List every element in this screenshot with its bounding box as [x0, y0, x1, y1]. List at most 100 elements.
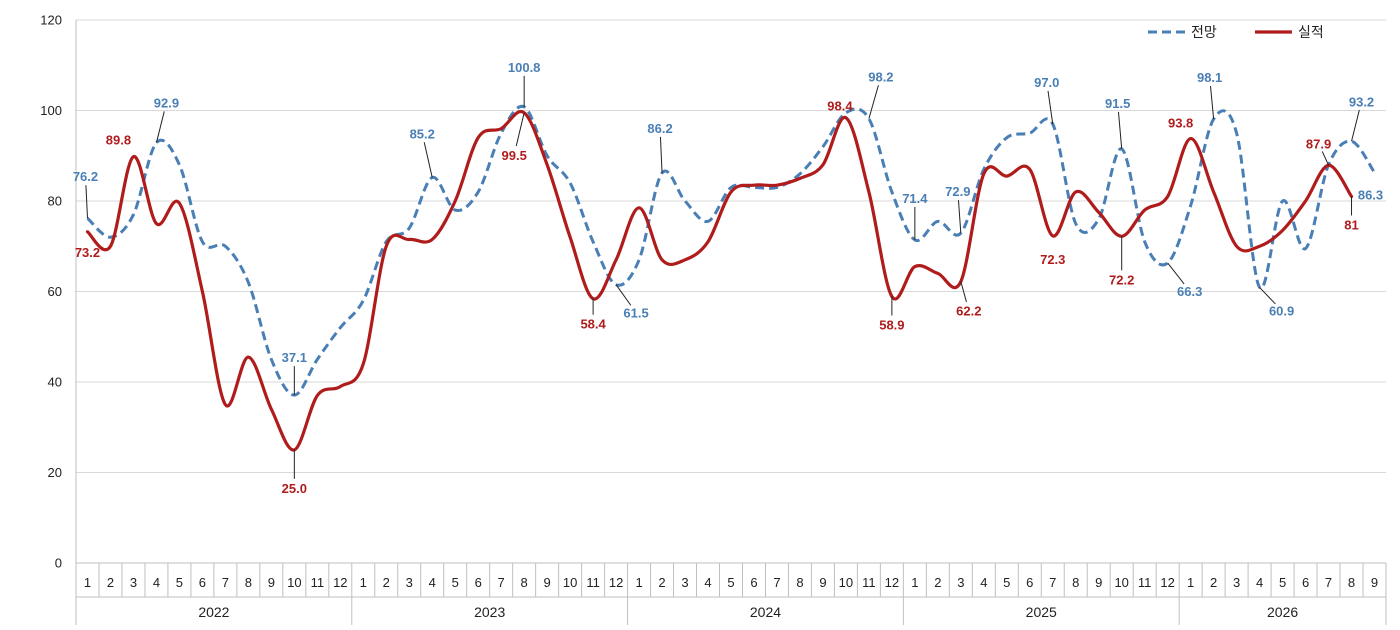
y-tick-label: 0 — [55, 556, 62, 571]
x-month-label: 1 — [84, 575, 91, 590]
series-lines — [85, 104, 1376, 452]
x-month-label: 5 — [452, 575, 459, 590]
data-label: 100.8 — [508, 60, 541, 75]
data-label: 25.0 — [282, 481, 307, 496]
x-month-label: 11 — [586, 575, 600, 590]
x-month-label: 8 — [1348, 575, 1355, 590]
x-month-label: 4 — [704, 575, 711, 590]
x-month-label: 2 — [107, 575, 114, 590]
gridlines — [76, 19, 1386, 473]
data-label: 86.3 — [1358, 187, 1383, 202]
x-month-label: 9 — [1095, 575, 1102, 590]
x-month-label: 6 — [1302, 575, 1309, 590]
data-label: 87.9 — [1306, 136, 1331, 151]
x-month-label: 3 — [130, 575, 137, 590]
data-label: 98.2 — [868, 70, 893, 85]
x-month-label: 4 — [980, 575, 987, 590]
x-month-label: 7 — [1325, 575, 1332, 590]
x-month-label: 3 — [1233, 575, 1240, 590]
x-month-label: 10 — [839, 575, 853, 590]
x-month-label: 1 — [635, 575, 642, 590]
x-month-label: 12 — [885, 575, 899, 590]
x-month-label: 4 — [429, 575, 436, 590]
x-month-label: 6 — [750, 575, 757, 590]
data-label: 98.4 — [827, 99, 853, 114]
data-label: 58.4 — [580, 317, 606, 332]
x-year-label: 2025 — [1026, 604, 1057, 620]
data-label: 62.2 — [956, 304, 981, 319]
label-leader-line — [868, 85, 879, 119]
label-leader-line — [1117, 111, 1123, 150]
data-label: 60.9 — [1269, 303, 1294, 318]
x-month-label: 5 — [176, 575, 183, 590]
label-leader-line — [85, 185, 88, 219]
legend-label-actual: 실적 — [1298, 25, 1324, 41]
x-month-label: 9 — [544, 575, 551, 590]
data-label: 93.8 — [1168, 116, 1193, 131]
data-label: 72.3 — [1040, 252, 1065, 267]
x-year-label: 2022 — [198, 604, 229, 620]
data-label: 99.5 — [502, 148, 527, 163]
x-month-label: 1 — [911, 575, 918, 590]
x-month-label: 4 — [1256, 575, 1263, 590]
series-line-actual — [85, 109, 1354, 452]
data-label: 61.5 — [623, 306, 648, 321]
x-month-label: 1 — [360, 575, 367, 590]
x-month-label: 2 — [1210, 575, 1217, 590]
x-month-label: 12 — [333, 575, 347, 590]
x-month-label: 5 — [1279, 575, 1286, 590]
data-label: 98.1 — [1197, 70, 1222, 85]
data-label: 97.0 — [1034, 75, 1059, 90]
x-month-label: 12 — [609, 575, 623, 590]
x-month-label: 3 — [957, 575, 964, 590]
x-month-label: 8 — [245, 575, 252, 590]
x-month-label: 7 — [222, 575, 229, 590]
x-month-label: 6 — [1026, 575, 1033, 590]
data-label: 71.4 — [902, 191, 928, 206]
label-leader-line — [515, 112, 525, 147]
data-label: 76.2 — [73, 169, 98, 184]
x-month-label: 8 — [1072, 575, 1079, 590]
legend-label-forecast: 전망 — [1191, 25, 1217, 41]
label-leader-line — [1209, 86, 1215, 120]
x-month-label: 7 — [773, 575, 780, 590]
data-label: 91.5 — [1105, 96, 1130, 111]
x-month-label: 9 — [819, 575, 826, 590]
y-tick-label: 120 — [40, 13, 62, 28]
x-month-label: 8 — [521, 575, 528, 590]
label-leader-line — [1351, 109, 1360, 142]
label-leader-line — [155, 111, 165, 143]
x-month-label: 9 — [1371, 575, 1378, 590]
data-label: 89.8 — [106, 133, 131, 148]
data-labels: 76.2 92.9 37.1 85.2 100.8 61.5 86.2 98.2 71.4 72.… — [73, 60, 1383, 496]
x-month-label: 10 — [1114, 575, 1128, 590]
label-leader-line — [960, 281, 967, 303]
x-month-label: 10 — [563, 575, 577, 590]
x-month-label: 9 — [268, 575, 275, 590]
y-tick-label: 40 — [48, 375, 62, 390]
label-leader-line — [423, 142, 433, 178]
x-month-label: 10 — [287, 575, 301, 590]
data-label: 72.9 — [945, 184, 970, 199]
label-leader-line — [1259, 287, 1276, 305]
x-month-label: 6 — [475, 575, 482, 590]
label-leader-line — [1321, 151, 1329, 166]
y-tick-label: 100 — [40, 103, 62, 118]
data-label: 37.1 — [282, 350, 307, 365]
x-month-label: 11 — [311, 575, 325, 590]
data-label: 86.2 — [647, 121, 672, 136]
x-month-label: 2 — [658, 575, 665, 590]
data-label: 85.2 — [410, 126, 435, 141]
label-leader-line — [957, 200, 962, 234]
y-tick-label: 60 — [48, 284, 62, 299]
x-month-label: 4 — [153, 575, 160, 590]
x-month-label: 7 — [498, 575, 505, 590]
data-label: 93.2 — [1349, 94, 1374, 109]
x-month-label: 8 — [796, 575, 803, 590]
x-month-label: 5 — [1003, 575, 1010, 590]
x-year-label: 2023 — [474, 604, 505, 620]
label-leader-line — [1167, 262, 1185, 285]
x-month-label: 7 — [1049, 575, 1056, 590]
